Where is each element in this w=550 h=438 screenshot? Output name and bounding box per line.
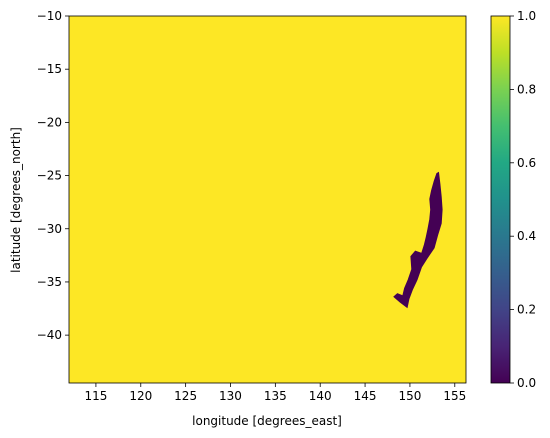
y-axis-label: latitude [degrees_north] [9, 127, 23, 273]
x-tick-label: 130 [219, 389, 242, 403]
colorbar-tick-label: 0.4 [517, 229, 536, 243]
x-axis-label: longitude [degrees_east] [192, 414, 342, 428]
colorbar [491, 16, 510, 383]
y-tick-label: −10 [37, 9, 62, 23]
x-tick-label: 140 [309, 389, 332, 403]
colorbar-tick-label: 0.6 [517, 156, 536, 170]
plot-frame [68, 15, 467, 384]
y-tick-label: −15 [37, 62, 62, 76]
x-axis-ticks: 115 120 125 130 135 140 145 150 155 [84, 383, 466, 403]
x-tick-label: 120 [129, 389, 152, 403]
x-tick-label: 150 [398, 389, 421, 403]
x-tick-label: 155 [443, 389, 466, 403]
heatmap-background [69, 16, 466, 383]
x-tick-label: 125 [174, 389, 197, 403]
colorbar-ticks: 0.0 0.2 0.4 0.6 0.8 1.0 [510, 9, 536, 390]
colorbar-tick-label: 0.0 [517, 376, 536, 390]
y-axis-ticks: −10 −15 −20 −25 −30 −35 −40 [37, 9, 69, 342]
x-tick-label: 145 [354, 389, 377, 403]
colorbar-tick-label: 0.2 [517, 303, 536, 317]
x-tick-label: 135 [264, 389, 287, 403]
colorbar-tick-label: 1.0 [517, 9, 536, 23]
y-tick-label: −30 [37, 222, 62, 236]
y-tick-label: −20 [37, 115, 62, 129]
x-tick-label: 115 [84, 389, 107, 403]
y-tick-label: −40 [37, 328, 62, 342]
masked-region [393, 171, 443, 309]
colorbar-frame [490, 15, 511, 384]
colorbar-tick-label: 0.8 [517, 82, 536, 96]
y-tick-label: −35 [37, 275, 62, 289]
y-tick-label: −25 [37, 169, 62, 183]
